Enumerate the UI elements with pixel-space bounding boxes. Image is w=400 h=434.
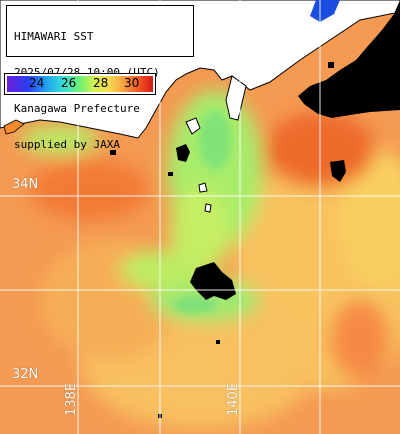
sea-cyan-south: [173, 297, 217, 313]
mask-dot-1: [110, 150, 116, 155]
sea-green-mid: [170, 185, 230, 275]
sea-cyan-core: [199, 110, 231, 170]
lon-label-138e: 138E: [64, 382, 79, 416]
sea-yellow-edge: [340, 150, 400, 290]
legend-tick-24: 24: [29, 76, 45, 90]
mask-northeast: [298, 0, 400, 118]
sea-hot-west: [30, 160, 150, 220]
mask-dot-2: [168, 172, 173, 176]
sea-blue-patch: [310, 0, 340, 22]
title-line-3: Kanagawa Prefecture: [14, 102, 140, 115]
mask-dot-3: [216, 340, 220, 344]
mask-dot-5: [328, 62, 334, 68]
mask-east-1: [330, 160, 346, 182]
island-small-2: [198, 182, 208, 193]
mask-mid-1: [176, 144, 190, 162]
sea-hot-se: [330, 300, 390, 380]
lat-label-32n: 32N: [12, 367, 39, 382]
legend-tick-26: 26: [61, 76, 77, 90]
temperature-legend: 24 26 28 30: [4, 73, 156, 95]
legend-color-bar: [7, 76, 153, 92]
island-small-1: [185, 117, 201, 135]
land-peninsula: [225, 75, 247, 121]
title-line-1: HIMAWARI SST: [14, 30, 94, 43]
sea-green-coast: [20, 126, 100, 154]
title-line-4: supplied by JAXA: [14, 138, 120, 151]
lon-label-140e: 140E: [226, 382, 241, 416]
title-box: HIMAWARI SST 2025/07/28 10:00 (UTC) Kana…: [6, 5, 194, 151]
lat-label-34n: 34N: [12, 177, 39, 192]
legend-tick-30: 30: [124, 76, 140, 90]
legend-tick-28: 28: [93, 76, 109, 90]
island-orange-west: [3, 119, 25, 135]
island-small-3: [204, 203, 212, 213]
